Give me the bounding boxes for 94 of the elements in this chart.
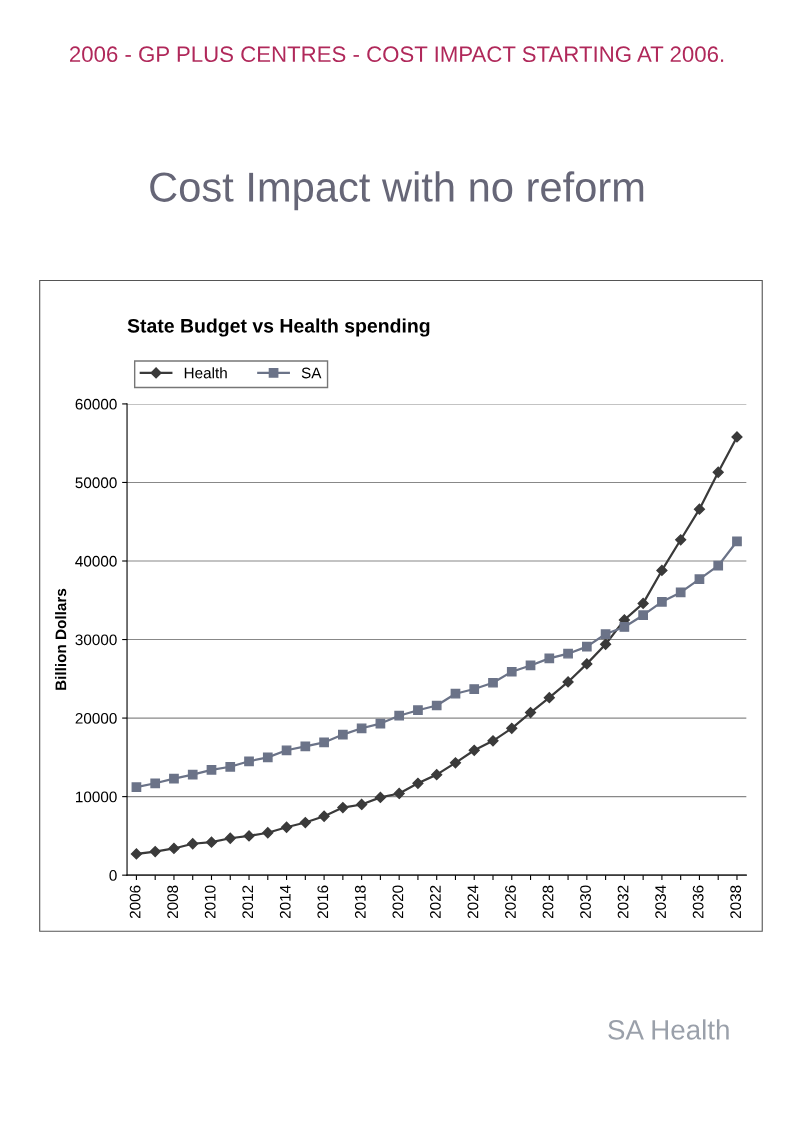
legend-label: Health: [184, 367, 227, 379]
x-tick-label: 2032: [617, 885, 629, 919]
point: [506, 722, 518, 734]
point: [130, 848, 143, 860]
point: [675, 587, 686, 598]
y-tick-label: 10000: [76, 791, 117, 803]
point: [713, 560, 724, 571]
x-tick-label: 2018: [354, 885, 366, 919]
point: [600, 638, 612, 650]
text: SA Health: [608, 1019, 729, 1040]
point: [694, 574, 705, 584]
point: [731, 431, 743, 443]
point: [563, 648, 573, 659]
y-tick-label: 30000: [75, 634, 117, 646]
point: [243, 830, 255, 842]
point: [262, 827, 274, 839]
x-tick-label: 2038: [730, 885, 742, 919]
point: [374, 791, 387, 804]
point: [131, 782, 142, 793]
point: [562, 676, 574, 688]
x-tick-label: 2020: [392, 885, 404, 919]
y-tick-label: 20000: [75, 712, 117, 724]
x-tick-label: 2010: [204, 885, 216, 919]
chart-title: State Budget vs Health spending: [127, 318, 430, 337]
point: [262, 752, 273, 763]
point: [638, 610, 649, 621]
point: [168, 842, 180, 855]
point: [356, 723, 367, 734]
x-tick-label: 2016: [317, 885, 329, 919]
text: Cost Impact with no reform: [150, 171, 644, 211]
point: [149, 845, 161, 858]
point: [319, 737, 329, 748]
point: [693, 503, 706, 515]
x-tick-label: 2022: [429, 885, 441, 919]
point: [544, 653, 555, 664]
point: [468, 744, 480, 756]
point: [506, 666, 517, 677]
x-tick-label: 2036: [692, 885, 704, 919]
point: [487, 735, 499, 747]
point: [394, 710, 405, 721]
point: [431, 769, 443, 781]
x-tick-label: 2024: [467, 885, 479, 919]
point: [205, 836, 218, 848]
x-tick-label: 2030: [580, 885, 591, 919]
point: [712, 466, 724, 478]
x-tick-label: 2026: [505, 885, 516, 919]
point: [318, 810, 330, 822]
point: [150, 778, 161, 789]
point: [187, 769, 198, 780]
y-tick-label: 50000: [75, 477, 117, 489]
legend-label: SA: [301, 367, 322, 379]
text: 2006 - GP PLUS CENTRES - COST IMPACT STARTING AT 2006.: [69, 46, 724, 63]
point: [450, 688, 461, 699]
point: [656, 564, 668, 577]
point: [488, 677, 498, 688]
x-tick-label: 2012: [242, 885, 254, 919]
point: [187, 838, 199, 850]
point: [206, 765, 217, 775]
point: [619, 622, 630, 632]
point: [224, 832, 236, 844]
y-tick-label: 40000: [75, 555, 117, 567]
point: [581, 658, 593, 670]
y-tick-label: 0: [109, 870, 117, 881]
point: [637, 597, 649, 610]
x-tick-label: 2034: [655, 885, 667, 919]
point: [581, 641, 592, 652]
point: [524, 706, 537, 719]
point: [543, 692, 555, 704]
x-tick-label: 2028: [542, 885, 554, 919]
point: [169, 773, 179, 784]
point: [469, 684, 480, 694]
point: [600, 629, 611, 639]
point: [300, 741, 311, 752]
point: [675, 534, 687, 546]
x-tick-label: 2006: [129, 885, 141, 919]
y-axis-title: Billion Dollars: [55, 588, 67, 690]
point: [413, 705, 423, 716]
point: [244, 756, 254, 767]
x-tick-label: 2008: [167, 885, 179, 919]
point: [225, 761, 236, 772]
point: [337, 802, 349, 814]
point: [281, 745, 292, 756]
y-tick-label: 60000: [75, 398, 117, 410]
point: [280, 821, 293, 833]
point: [412, 777, 424, 789]
point: [356, 798, 368, 811]
point: [657, 596, 667, 607]
x-tick-label: 2014: [279, 885, 291, 919]
point: [299, 816, 311, 829]
point: [393, 787, 405, 800]
point: [449, 757, 462, 769]
point: [431, 700, 442, 711]
point: [338, 729, 348, 740]
point: [732, 536, 742, 547]
